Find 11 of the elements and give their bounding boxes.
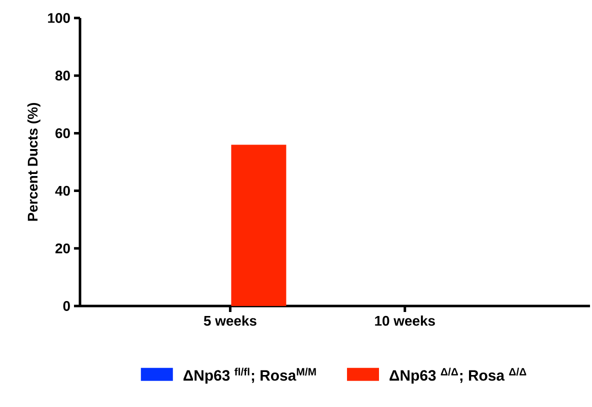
y-tick-label: 80 — [55, 70, 70, 81]
y-tick-label: 100 — [48, 13, 70, 23]
y-tick-label: 40 — [55, 186, 70, 196]
legend-label: ΔNp63 $^{Δ/Δ}$; Rosa $^{Δ/Δ}$ — [390, 368, 526, 384]
legend-label: ΔNp63 $^{fl/fl}$; Rosa$^{M/M}$ — [183, 368, 316, 384]
y-axis-title: Percent Ducts (%) — [27, 103, 40, 221]
y-tick-label: 0 — [63, 301, 70, 311]
y-tick-label: 60 — [55, 128, 70, 138]
x-tick-label: 10 weeks — [375, 316, 435, 326]
y-tick-label: 20 — [55, 243, 70, 254]
x-tick-label: 5 weeks — [204, 316, 256, 326]
